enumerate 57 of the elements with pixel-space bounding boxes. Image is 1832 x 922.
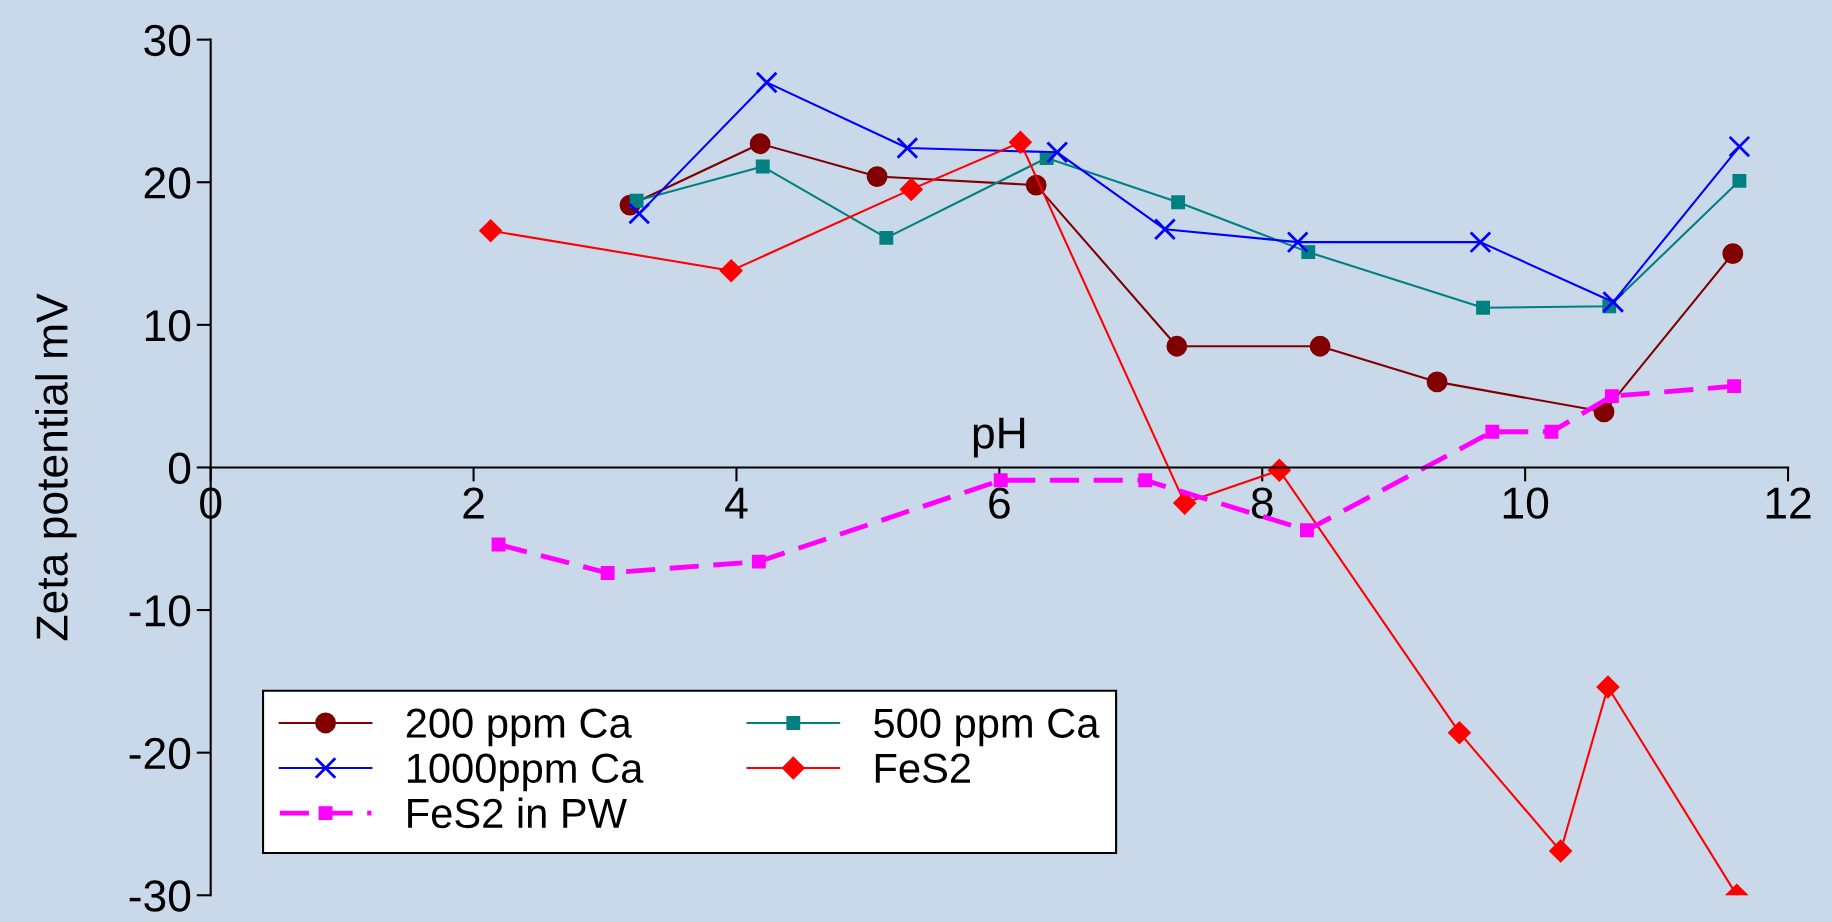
point xyxy=(1485,424,1500,439)
point xyxy=(749,133,771,155)
point xyxy=(719,259,743,283)
point xyxy=(1722,243,1744,264)
point xyxy=(1046,141,1069,164)
point xyxy=(755,159,770,174)
point xyxy=(899,177,923,201)
legend-label: 1000ppm Ca xyxy=(407,753,644,792)
point xyxy=(1173,491,1197,515)
y-tick-label: 20 xyxy=(144,167,191,199)
point xyxy=(1299,523,1314,538)
x-tick-label: 6 xyxy=(989,487,1010,519)
point xyxy=(1727,379,1742,394)
point xyxy=(1728,135,1751,158)
legend-label: FeS2 xyxy=(875,753,970,784)
point xyxy=(1549,839,1573,863)
x-tick-label: 4 xyxy=(725,487,748,519)
point xyxy=(1286,231,1309,254)
point xyxy=(866,166,888,187)
point xyxy=(1166,335,1188,357)
point xyxy=(1604,389,1619,404)
y-tick-label: -20 xyxy=(129,737,191,770)
y-axis-title: Zeta potential mV xyxy=(35,293,77,641)
point xyxy=(1544,424,1559,439)
point xyxy=(1138,473,1153,488)
point xyxy=(1171,195,1186,210)
point xyxy=(1469,231,1492,254)
legend-label: FeS2 in PW xyxy=(408,797,627,829)
point xyxy=(1732,173,1747,188)
legend-label: 200 ppm Ca xyxy=(406,708,632,747)
point xyxy=(879,230,894,245)
x-tick-label: 12 xyxy=(1766,487,1811,519)
y-tick-label: 30 xyxy=(144,24,191,57)
point xyxy=(1596,675,1620,699)
y-tick-label: 0 xyxy=(168,452,191,484)
point xyxy=(1153,218,1177,241)
point xyxy=(1602,290,1625,314)
point xyxy=(479,219,503,243)
y-tick-label: 10 xyxy=(145,309,191,342)
point xyxy=(1426,371,1448,393)
point xyxy=(1476,300,1491,315)
point xyxy=(1008,130,1032,154)
y-tick-label: -10 xyxy=(129,595,191,627)
point xyxy=(628,202,651,225)
y-tick-label: -30 xyxy=(129,880,191,912)
point xyxy=(751,554,766,569)
point xyxy=(896,136,919,160)
x-tick-label: 10 xyxy=(1503,487,1549,519)
point xyxy=(600,566,615,580)
point xyxy=(993,473,1008,488)
x-tick-label: 2 xyxy=(463,487,484,519)
point xyxy=(1309,335,1331,357)
point xyxy=(755,71,778,94)
point xyxy=(1447,721,1471,745)
x-axis-title: pH xyxy=(973,417,1025,458)
x-tick-label: 8 xyxy=(1251,487,1273,519)
legend-label: 500 ppm Ca xyxy=(874,708,1100,747)
